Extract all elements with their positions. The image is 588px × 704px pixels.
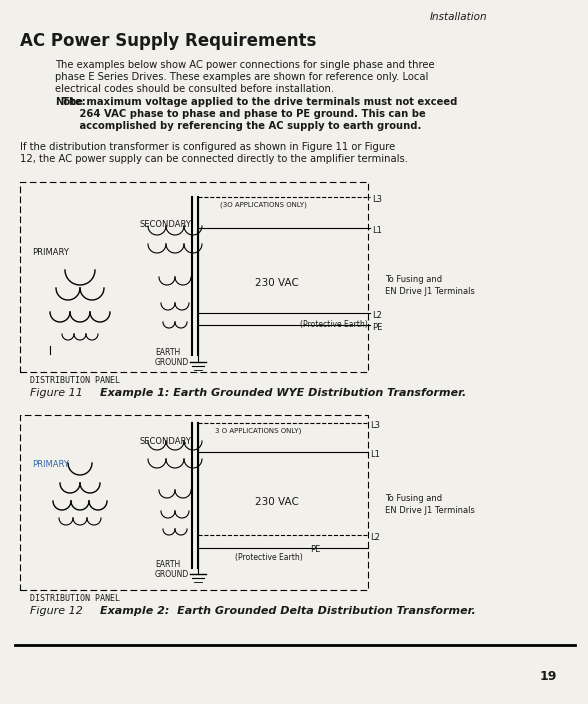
Text: EARTH
GROUND: EARTH GROUND [155,560,189,579]
Text: DISTRIBUTION PANEL: DISTRIBUTION PANEL [30,594,120,603]
Text: 12, the AC power supply can be connected directly to the amplifier terminals.: 12, the AC power supply can be connected… [20,154,408,164]
Text: phase E Series Drives. These examples are shown for reference only. Local: phase E Series Drives. These examples ar… [55,72,429,82]
Text: PE: PE [310,545,320,554]
Text: (3O APPLICATIONS ONLY): (3O APPLICATIONS ONLY) [220,201,307,208]
Text: Installation: Installation [430,12,487,22]
Text: 264 VAC phase to phase and phase to PE ground. This can be: 264 VAC phase to phase and phase to PE g… [55,109,426,119]
Text: Figure 11: Figure 11 [30,388,83,398]
Text: The examples below show AC power connections for single phase and three: The examples below show AC power connect… [55,60,435,70]
Text: 230 VAC: 230 VAC [255,278,299,288]
Text: To Fusing and: To Fusing and [385,494,442,503]
Text: 19: 19 [540,670,557,683]
Text: L3: L3 [370,421,380,430]
Text: L3: L3 [372,195,382,204]
Text: SECONDARY: SECONDARY [140,437,192,446]
Text: 3 O APPLICATIONS ONLY): 3 O APPLICATIONS ONLY) [215,428,302,434]
Text: Example 2:  Earth Grounded Delta Distribution Transformer.: Example 2: Earth Grounded Delta Distribu… [100,606,476,616]
Text: EN Drive J1 Terminals: EN Drive J1 Terminals [385,506,475,515]
Text: AC Power Supply Requirements: AC Power Supply Requirements [20,32,316,50]
Text: Note:: Note: [55,97,86,107]
Text: To Fusing and: To Fusing and [385,275,442,284]
Text: If the distribution transformer is configured as shown in Figure 11 or Figure: If the distribution transformer is confi… [20,142,395,152]
Text: (Protective Earth): (Protective Earth) [300,320,368,329]
Text: EARTH
GROUND: EARTH GROUND [155,348,189,367]
Text: PRIMARY: PRIMARY [32,460,69,469]
Text: SECONDARY: SECONDARY [140,220,192,229]
Text: PRIMARY: PRIMARY [32,248,69,257]
Text: accomplished by referencing the AC supply to earth ground.: accomplished by referencing the AC suppl… [55,121,422,131]
Text: electrical codes should be consulted before installation.: electrical codes should be consulted bef… [55,84,334,94]
Text: L1: L1 [370,450,380,459]
Text: (Protective Earth): (Protective Earth) [235,553,303,562]
Text: Figure 12: Figure 12 [30,606,83,616]
Text: EN Drive J1 Terminals: EN Drive J1 Terminals [385,287,475,296]
Text: Example 1: Earth Grounded WYE Distribution Transformer.: Example 1: Earth Grounded WYE Distributi… [100,388,466,398]
Text: 230 VAC: 230 VAC [255,497,299,507]
Text: DISTRIBUTION PANEL: DISTRIBUTION PANEL [30,376,120,385]
Text: PE: PE [372,323,382,332]
Text: L1: L1 [372,226,382,235]
Text: L2: L2 [370,533,380,542]
Text: L2: L2 [372,311,382,320]
Text: The maximum voltage applied to the drive terminals must not exceed: The maximum voltage applied to the drive… [55,97,457,107]
